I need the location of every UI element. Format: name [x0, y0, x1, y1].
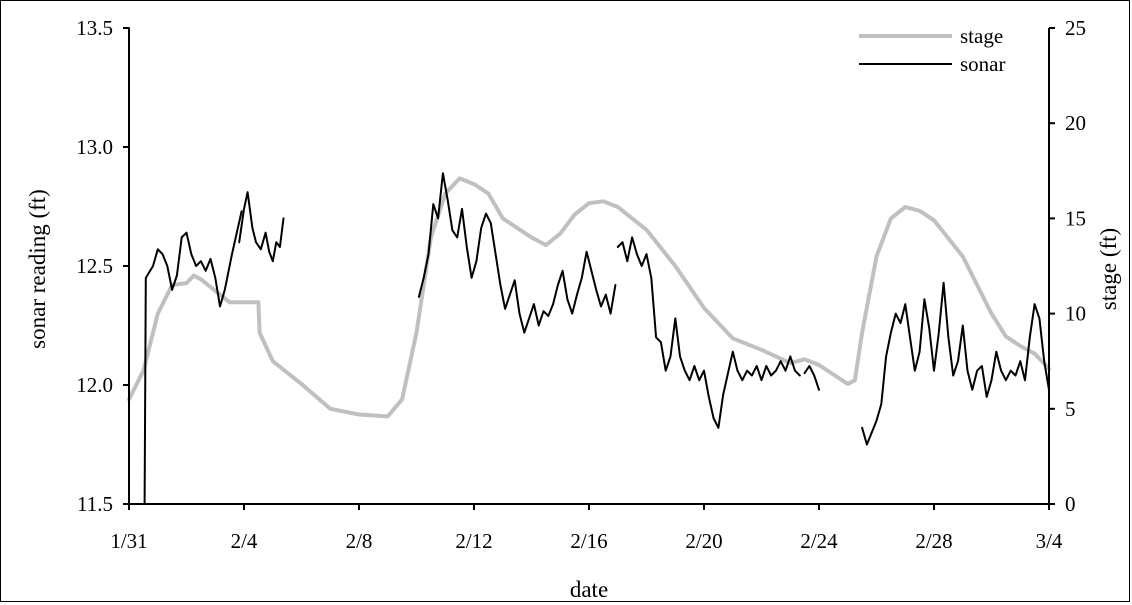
right-y-tick-label: 0	[1065, 492, 1076, 516]
series-sonar-line-5	[803, 365, 820, 391]
x-tick-label: 1/31	[110, 529, 147, 553]
legend-label-stage: stage	[960, 24, 1003, 48]
right-y-axis-title: stage (ft)	[1096, 228, 1121, 310]
right-y-tick-label: 20	[1065, 111, 1086, 135]
series-sonar-line-3	[417, 172, 617, 334]
x-tick-label: 2/4	[231, 529, 258, 553]
left-y-axis-title: sonar reading (ft)	[25, 189, 50, 349]
x-tick-label: 2/8	[346, 529, 373, 553]
series-sonar-line-4	[616, 236, 801, 429]
x-tick-label: 2/16	[570, 529, 607, 553]
series-stage-line	[127, 176, 1051, 419]
left-y-tick-label: 13.5	[76, 16, 113, 40]
x-tick-label: 2/28	[915, 529, 952, 553]
left-y-tick-label: 13.0	[76, 135, 113, 159]
x-axis-title: date	[570, 577, 608, 602]
right-y-tick-label: 15	[1065, 206, 1086, 230]
left-y-tick-label: 11.5	[77, 492, 113, 516]
x-tick-label: 2/20	[685, 529, 722, 553]
right-y-tick-label: 25	[1065, 16, 1086, 40]
x-tick-label: 2/24	[800, 529, 838, 553]
right-y-tick-label: 10	[1065, 302, 1086, 326]
right-y-tick-label: 5	[1065, 397, 1076, 421]
series-sonar-line-2	[238, 191, 285, 263]
series-sonar-line-6	[861, 281, 1050, 446]
series-sonar-line-1	[143, 210, 243, 505]
left-y-tick-label: 12.0	[76, 373, 113, 397]
legend-label-sonar: sonar	[960, 52, 1006, 76]
left-y-tick-label: 12.5	[76, 254, 113, 278]
legend: stage sonar	[859, 24, 1006, 76]
x-tick-label: 2/12	[455, 529, 492, 553]
x-tick-label: 3/4	[1036, 529, 1063, 553]
